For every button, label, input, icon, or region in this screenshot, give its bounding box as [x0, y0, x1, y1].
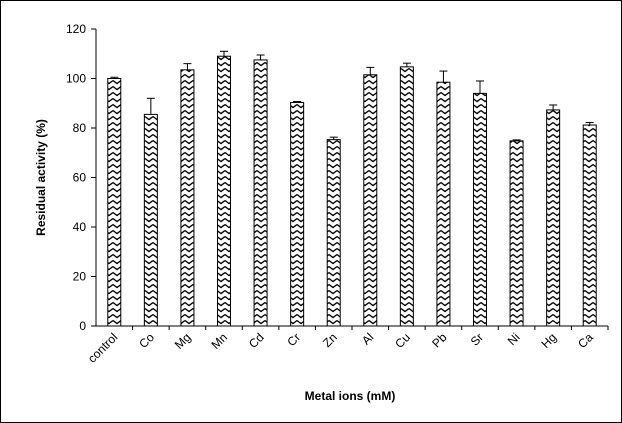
x-tick-label: Ca [575, 330, 596, 351]
y-axis-title: Residual activity (%) [34, 119, 48, 236]
x-tick-label: Pb [429, 330, 450, 351]
x-tick-label: Hg [539, 330, 560, 351]
error-bar-cu [402, 62, 411, 67]
y-tick-label: 0 [79, 319, 86, 333]
x-tick-label: Cd [246, 330, 267, 351]
x-tick-label: Cr [284, 330, 303, 349]
bar-ni [509, 140, 524, 327]
error-bar-sr [476, 80, 484, 94]
bar-hg [546, 109, 561, 327]
y-tick-label: 40 [73, 220, 87, 234]
y-tick-label: 80 [73, 121, 87, 135]
x-tick-label: Mn [208, 330, 230, 352]
y-tick-label: 100 [66, 72, 86, 86]
bar-cr [290, 102, 305, 327]
x-tick-label: Mg [172, 330, 194, 352]
error-bar-control [110, 76, 119, 79]
error-bar-co [146, 97, 155, 115]
error-bar-cd [256, 54, 265, 60]
bar-control [107, 78, 122, 327]
error-bar-mn [220, 50, 228, 57]
bar-pb [436, 81, 451, 327]
y-tick-label: 120 [66, 22, 86, 36]
x-tick-label: control [85, 330, 120, 365]
error-bar-ni [512, 139, 521, 141]
y-axis-ticks: 0 20 40 60 80 100 120 [66, 22, 96, 333]
bar-mn [217, 55, 231, 327]
x-tick-label: Al [359, 330, 376, 347]
error-bar-cr [293, 101, 302, 103]
x-tick-label: Co [136, 330, 157, 351]
bar-cd [253, 59, 268, 327]
bars [107, 55, 597, 327]
y-tick-label: 60 [73, 171, 87, 185]
x-tick-label: Sr [468, 330, 486, 348]
error-bar-zn [329, 136, 338, 140]
x-tick-label: Cu [392, 330, 413, 351]
error-bar-al [366, 66, 375, 75]
bar-co [143, 113, 158, 327]
x-tick-label: Ni [505, 330, 523, 348]
error-bar-mg [183, 63, 192, 70]
bar-sr [473, 92, 487, 327]
bar-ca [582, 124, 597, 327]
error-bar-ca [585, 122, 594, 126]
bar-mg [180, 69, 195, 327]
error-bar-pb [439, 70, 448, 83]
x-axis-ticks: control Co Mg Mn Cd Cr Zn Al Cu Pb Sr Ni Hg Ca [85, 326, 609, 366]
bar-zn [326, 139, 341, 327]
y-tick-label: 20 [73, 270, 87, 284]
bar-cu [399, 66, 414, 327]
x-axis-title: Metal ions (mM) [305, 389, 396, 403]
error-bar-hg [549, 104, 558, 110]
x-tick-label: Zn [320, 330, 340, 350]
error-bars [110, 50, 594, 141]
bar-al [363, 74, 378, 327]
